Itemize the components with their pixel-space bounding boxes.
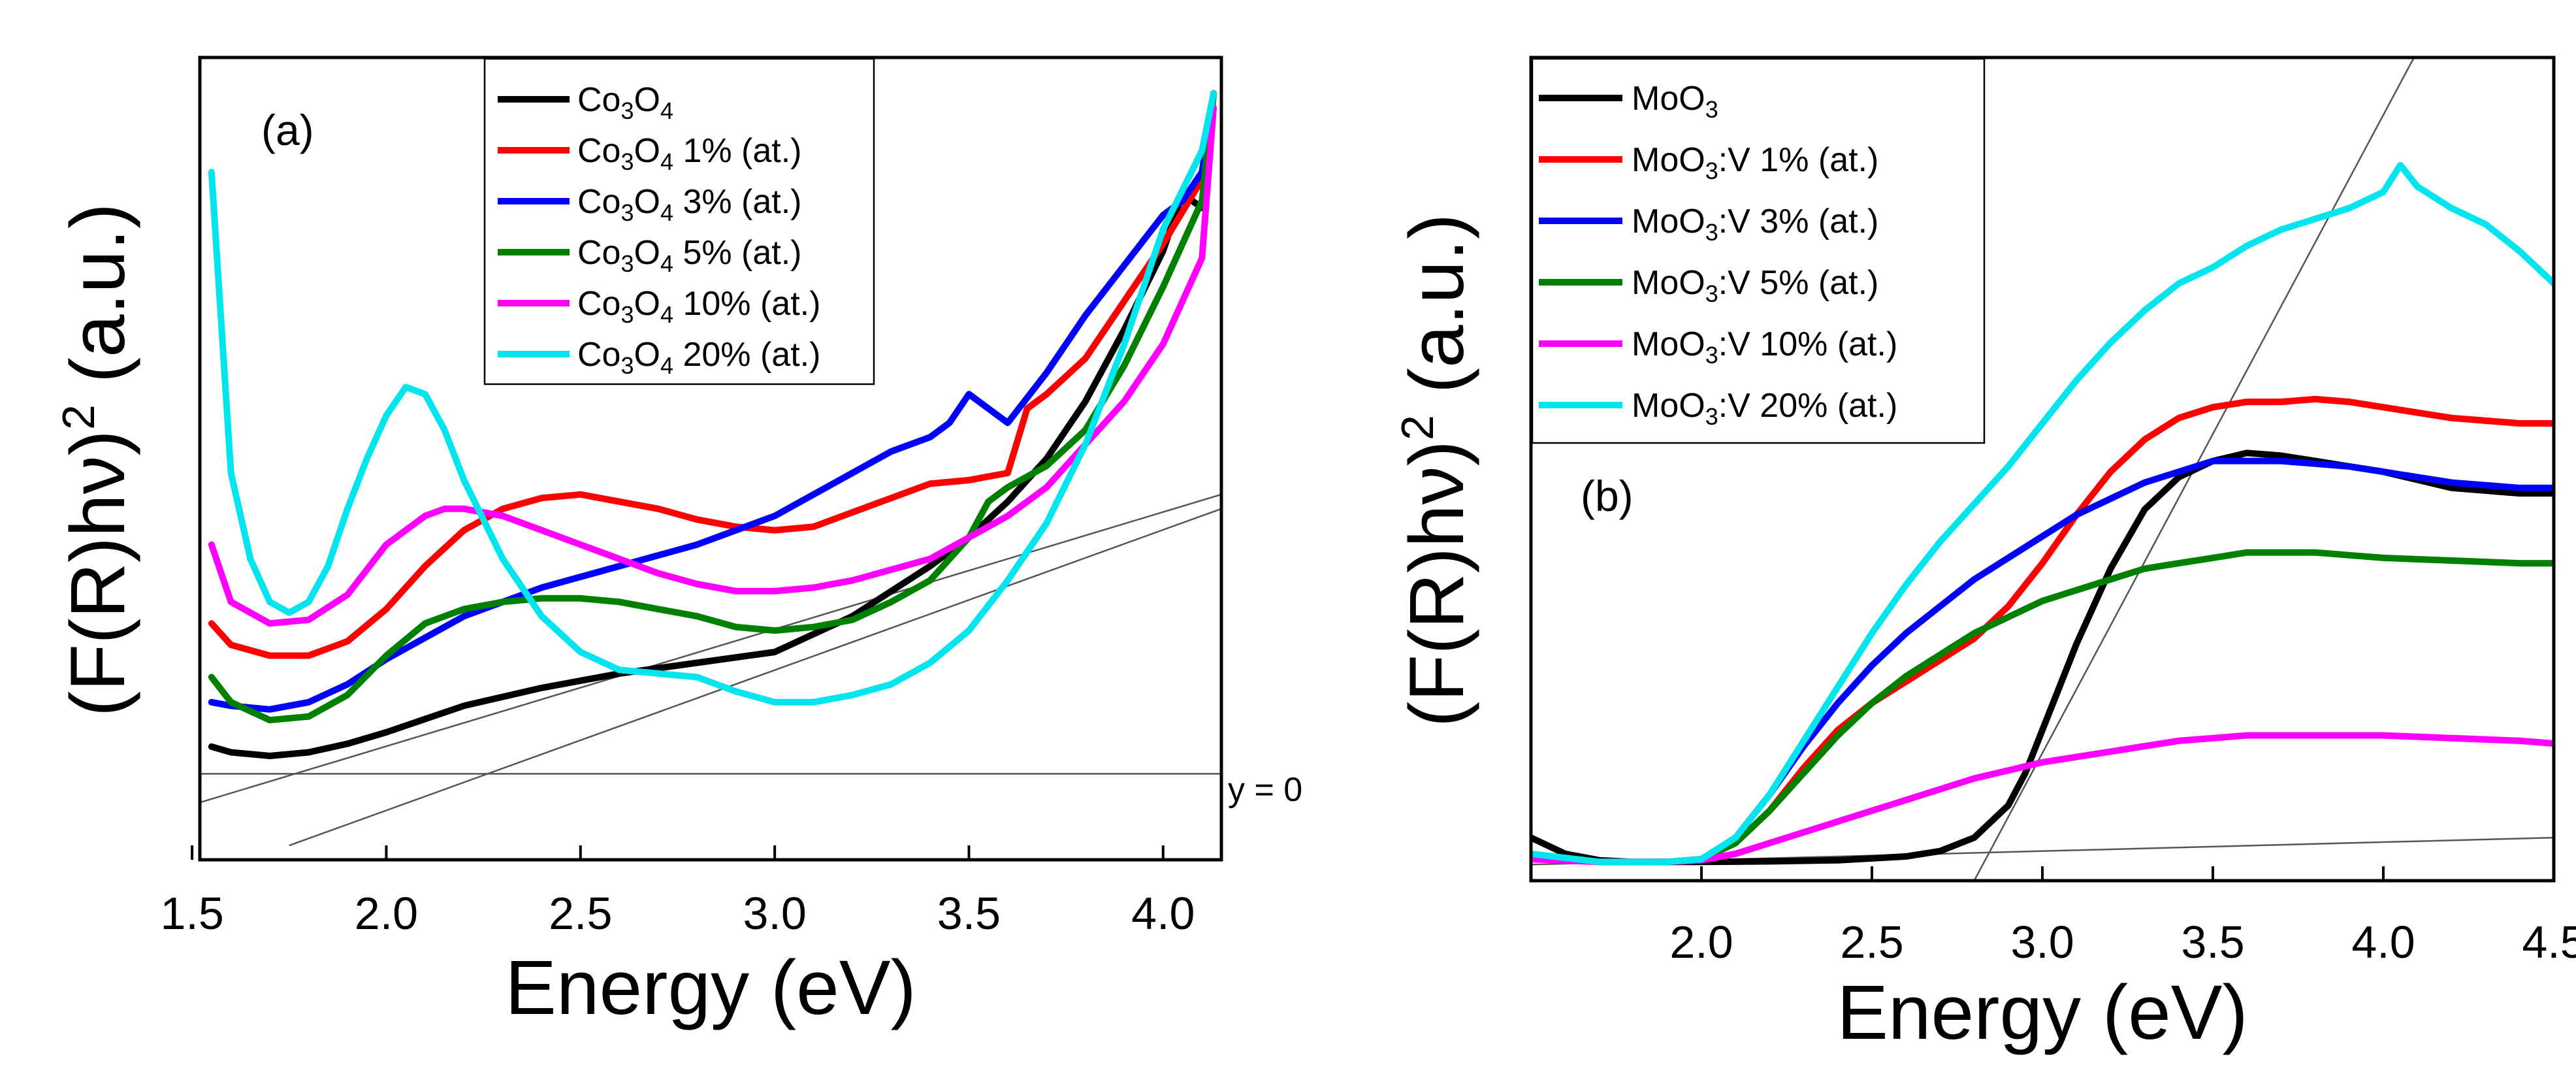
panel-b-series — [1531, 161, 2554, 866]
panel-b-legend-box — [1531, 57, 1986, 444]
legend-label-b-3: MoO3:V 5% (at.) — [1632, 264, 1878, 307]
panel-a-series — [208, 90, 1217, 759]
legend-label-a-3: Co3O4 5% (at.) — [577, 234, 802, 277]
panel-a-label: (a) — [261, 106, 314, 154]
x-tick-label-b-4: 4.0 — [2351, 917, 2415, 968]
series-line-a-5 — [208, 90, 1217, 706]
panel-b-label: (b) — [1581, 472, 1634, 520]
series-line-b-3 — [1531, 549, 2554, 866]
legend-label-b-2: MoO3:V 3% (at.) — [1632, 203, 1878, 246]
x-tick-label-a-2: 2.5 — [549, 888, 612, 939]
x-tick-label-a-3: 3.0 — [743, 888, 806, 939]
legend-label-b-5: MoO3:V 20% (at.) — [1632, 387, 1897, 430]
x-tick-label-b-0: 2.0 — [1669, 917, 1733, 968]
legend-label-b-4: MoO3:V 10% (at.) — [1632, 325, 1897, 368]
panel-a-legend: Co3O4 Co3O4 1% (at.) Co3O4 3% (at.) Co3O4 5… — [483, 57, 875, 385]
series-line-b-0 — [1531, 449, 2554, 866]
panel-b: 2.0 2.5 3.0 3.5 4.0 4.5 (b) Energy (eV) (F(R)… — [1392, 56, 2576, 1056]
series-line-b-5 — [1531, 161, 2554, 866]
panel-b-x-axis-label: Energy (eV) — [1837, 970, 2248, 1056]
x-tick-label-b-2: 3.0 — [2010, 917, 2074, 968]
panel-a-legend-box — [483, 57, 875, 385]
panel-a-y-axis-label: (F(R)hν)2 (a.u.) — [53, 203, 141, 717]
legend-label-a-0: Co3O4 — [577, 81, 673, 124]
panel-b-legend: MoO3 MoO3:V 1% (at.) MoO3:V 3% (at.) MoO3:V… — [1531, 57, 1986, 444]
x-tick-label-a-1: 2.0 — [355, 888, 418, 939]
x-tick-label-b-5: 4.5 — [2522, 917, 2576, 968]
panel-b-y-axis-label: (F(R)hν)2 (a.u.) — [1392, 214, 1480, 727]
series-line-a-2 — [208, 90, 1217, 713]
x-tick-label-a-0: 1.5 — [160, 888, 223, 939]
panel-a-x-ticks: 1.5 2.0 2.5 3.0 3.5 4.0 — [160, 845, 1195, 939]
legend-label-a-1: Co3O4 1% (at.) — [577, 132, 802, 175]
x-tick-label-b-1: 2.5 — [1840, 917, 1903, 968]
reference-line-tangent-1 — [200, 493, 1221, 804]
panel-a-frame — [198, 56, 1223, 862]
y-zero-annotation: y = 0 — [1228, 771, 1302, 809]
reference-line-tangent-2 — [289, 508, 1221, 847]
panel-a-x-axis-label: Energy (eV) — [505, 945, 916, 1031]
series-line-a-3 — [208, 90, 1217, 724]
series-line-b-1 — [1531, 395, 2554, 866]
legend-label-a-5: Co3O4 20% (at.) — [577, 336, 820, 379]
legend-label-a-2: Co3O4 3% (at.) — [577, 183, 802, 226]
panel-b-x-ticks: 2.0 2.5 3.0 3.5 4.0 4.5 — [1669, 866, 2576, 968]
legend-label-a-4: Co3O4 10% (at.) — [577, 285, 820, 328]
series-line-a-1 — [208, 90, 1217, 659]
legend-label-b-0: MoO3 — [1632, 80, 1718, 123]
panel-a: 1.5 2.0 2.5 3.0 3.5 4.0 (a) y = 0 Energy (eV)… — [53, 56, 1302, 1031]
x-tick-label-a-5: 4.0 — [1131, 888, 1195, 939]
series-line-a-4 — [208, 104, 1217, 627]
legend-label-b-1: MoO3:V 1% (at.) — [1632, 141, 1878, 184]
series-line-b-4 — [1531, 732, 2554, 866]
series-line-b-2 — [1531, 457, 2554, 866]
x-tick-label-a-4: 3.5 — [937, 888, 1001, 939]
panel-a-reference-lines — [200, 493, 1221, 847]
x-tick-label-b-3: 3.5 — [2181, 917, 2244, 968]
